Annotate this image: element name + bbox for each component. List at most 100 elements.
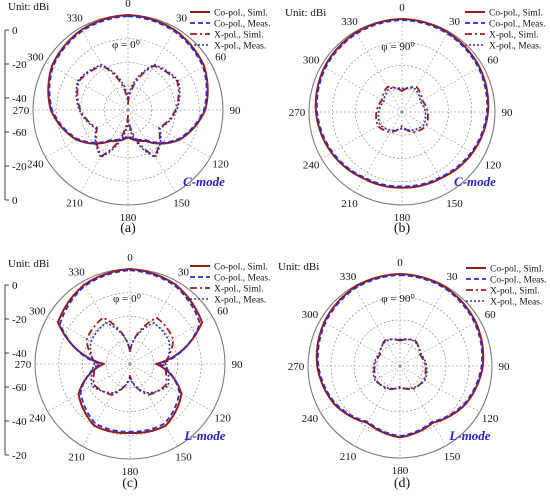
angle-tick-label: 30	[447, 271, 459, 283]
angle-tick-label: 210	[68, 452, 85, 464]
radial-tick-label: -20	[12, 450, 27, 462]
angle-tick-label: 90	[502, 107, 514, 119]
grid-spoke	[399, 319, 480, 367]
angle-tick-label: 90	[499, 361, 511, 373]
panel-label: (c)	[122, 476, 138, 491]
legend-entry: Co-pol., Siml.	[489, 9, 543, 19]
radial-tick-label: 0	[12, 280, 18, 292]
series-line-1	[47, 14, 209, 145]
angle-tick-label: 150	[446, 198, 463, 210]
radial-tick-label: -60	[12, 382, 27, 394]
angle-tick-label: 30	[176, 12, 188, 24]
grid-spoke	[401, 31, 449, 113]
angle-tick-label: 330	[340, 271, 357, 283]
panel-label: (a)	[120, 221, 136, 236]
angle-tick-label: 30	[178, 266, 190, 278]
grid-circle	[58, 292, 202, 436]
grid-circle	[82, 316, 178, 412]
unit-label: Unit: dBi	[278, 261, 319, 273]
grid-spoke	[399, 365, 447, 446]
grid-spoke	[355, 31, 403, 113]
grid-spoke	[353, 365, 401, 446]
angle-tick-label: 270	[289, 107, 306, 119]
angle-tick-label: 180	[392, 465, 409, 477]
grid-spoke	[80, 109, 129, 193]
angle-tick-label: 330	[66, 12, 83, 24]
radial-tick-label: -20	[12, 314, 27, 326]
mode-label: C-mode	[183, 174, 225, 189]
angle-tick-label: 0	[399, 2, 405, 14]
angle-tick-label: 300	[27, 52, 44, 64]
series-line-4	[89, 322, 171, 394]
angle-tick-label: 180	[122, 466, 139, 478]
legend-entry: Co-pol., Siml.	[490, 265, 544, 275]
legend-entry: Co-pol., Siml.	[214, 9, 268, 19]
grid-circle	[103, 85, 153, 135]
angle-tick-label: 150	[175, 452, 192, 464]
series-line-2	[317, 274, 483, 437]
unit-label: Unit: dBi	[8, 258, 49, 270]
grid-spoke	[320, 319, 401, 367]
radial-tick-label: -20	[12, 59, 27, 71]
legend-entry: X-pol., Meas.	[214, 296, 266, 306]
angle-tick-label: 240	[303, 160, 320, 172]
grid-spoke	[321, 65, 403, 113]
angle-tick-label: 210	[340, 451, 357, 463]
panel-a: 0 30 60 90 120 150 180 210 240 270 300 330 0 -20 -40 -6…	[4, 0, 270, 236]
angle-tick-label: 270	[13, 105, 30, 117]
radial-tick-label: 0	[12, 195, 18, 207]
radial-tick-label: -40	[12, 416, 27, 428]
angle-tick-label: 120	[214, 413, 231, 425]
legend-entry: X-pol., Siml.	[214, 31, 264, 41]
angle-tick-label: 210	[66, 198, 83, 210]
angle-tick-label: 150	[444, 451, 461, 463]
angle-tick-label: 330	[68, 266, 85, 278]
angle-tick-label: 0	[397, 257, 403, 269]
series-line-4	[377, 87, 427, 132]
panel-d: 0 30 60 90 120 150 180 210 240 270 300 330 Unit: dBi…	[278, 257, 546, 491]
grid-spoke	[401, 65, 483, 113]
series-line-1	[314, 18, 490, 189]
radial-tick-label: -60	[12, 127, 27, 139]
angle-tick-label: 60	[487, 55, 499, 67]
series-line-4	[75, 64, 181, 159]
phi-label: φ = 0⁰	[112, 39, 141, 51]
angle-tick-label: 180	[120, 212, 137, 224]
mode-label: C-mode	[454, 174, 496, 189]
legend-entry: Co-pol., Meas.	[214, 274, 270, 284]
mode-label: L-mode	[183, 428, 225, 443]
angle-tick-label: 90	[232, 359, 244, 371]
series-line-3	[76, 64, 180, 158]
legend-entry: Co-pol., Meas.	[214, 20, 270, 30]
series-line-3	[373, 338, 427, 390]
legend-entry: Co-pol., Meas.	[490, 276, 546, 286]
angle-tick-label: 60	[485, 309, 497, 321]
angle-tick-label: 270	[288, 361, 305, 373]
legend-entry: X-pol., Meas.	[490, 298, 542, 308]
phi-label: φ = 0⁰	[113, 293, 142, 305]
grid-spoke	[399, 365, 480, 413]
angle-tick-label: 30	[449, 16, 461, 28]
angle-tick-label: 240	[27, 159, 44, 171]
radial-tick-label: -20	[12, 161, 27, 173]
legend-entry: X-pol., Meas.	[489, 42, 541, 52]
panel-label: (d)	[394, 476, 411, 491]
angle-tick-label: 60	[217, 306, 229, 318]
angle-tick-label: 120	[212, 159, 229, 171]
panel-label: (b)	[394, 221, 411, 236]
grid-spoke	[353, 286, 401, 367]
angle-tick-label: 180	[394, 212, 411, 224]
angle-tick-label: 300	[29, 306, 46, 318]
angle-tick-label: 90	[230, 105, 242, 117]
legend-entry: X-pol., Siml.	[490, 287, 540, 297]
grid-spoke	[321, 111, 403, 159]
series-line-4	[372, 338, 428, 390]
mode-label: L-mode	[448, 428, 490, 443]
series-line-3	[375, 85, 429, 133]
angle-tick-label: 60	[215, 52, 227, 64]
angle-tick-label: 240	[29, 413, 46, 425]
angle-tick-label: 240	[302, 413, 319, 425]
radial-tick-label: -40	[12, 93, 27, 105]
angle-tick-label: 270	[15, 359, 32, 371]
